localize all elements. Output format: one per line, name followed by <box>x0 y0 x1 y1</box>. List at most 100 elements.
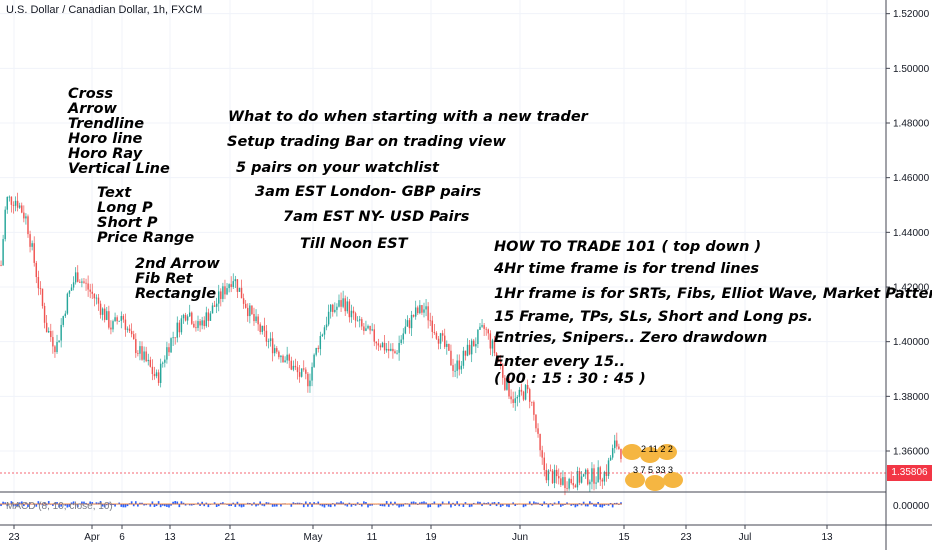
event-badge-icon[interactable] <box>663 472 683 488</box>
candle-body <box>526 385 529 390</box>
candle-body <box>593 468 595 484</box>
candle-body <box>338 300 340 307</box>
candle-body <box>12 204 15 206</box>
macd-bar <box>168 504 170 508</box>
candle-body <box>39 288 42 289</box>
macd-bar <box>543 501 546 505</box>
event-badge-icon[interactable] <box>640 447 660 463</box>
candle-body <box>512 399 514 403</box>
macd-bar <box>506 504 508 507</box>
candle-body <box>207 312 210 321</box>
macd-bar <box>95 502 98 505</box>
macd-bar <box>512 502 514 505</box>
candle-body <box>419 305 421 314</box>
candle-body <box>172 337 174 339</box>
macd-bar <box>76 504 79 508</box>
macd-bar <box>414 502 417 505</box>
candle-body <box>54 346 56 353</box>
macd-bar <box>319 504 322 506</box>
candle-body <box>363 326 365 331</box>
candle-body <box>537 428 539 434</box>
candle-body <box>533 402 535 415</box>
macd-bar <box>311 504 313 507</box>
macd-bar <box>441 501 444 505</box>
macd-bar <box>389 501 392 505</box>
tool-fib-ret: Fib Ret <box>135 271 193 287</box>
candle-body <box>157 372 160 383</box>
candle-body <box>21 205 23 213</box>
macd-bar <box>126 504 129 507</box>
candle-body <box>27 216 29 235</box>
macd-label[interactable]: MACD (8, 10, close, 10) <box>6 501 113 512</box>
macd-bar <box>562 504 564 506</box>
candle-body <box>2 239 4 266</box>
macd-bar <box>201 501 203 505</box>
howto-enter-every: Enter every 15.. <box>494 354 626 370</box>
macd-bar <box>151 501 154 505</box>
candle-body <box>531 401 533 403</box>
event-badge-icon[interactable] <box>645 475 665 491</box>
candle-body <box>591 468 593 482</box>
candle-body <box>450 350 452 366</box>
macd-bar <box>394 501 396 505</box>
time-axis[interactable]: 23 Apr 6 13 21 May 11 19 Jun 15 23 Jul 13 <box>8 525 833 543</box>
candle-body <box>228 284 230 289</box>
candle-body <box>456 360 458 371</box>
candle-body <box>441 333 444 336</box>
candle-body <box>91 291 93 294</box>
event-badges[interactable]: 2 11 2 2 3 7 5 33 3 <box>622 444 683 491</box>
macd-bar <box>329 504 332 508</box>
candle-body <box>566 488 568 489</box>
candle-body <box>340 300 342 307</box>
candle-body <box>578 471 581 483</box>
macd-bar <box>110 504 112 506</box>
price-axis[interactable]: 1.52000 1.50000 1.48000 1.46000 1.44000 1.420… <box>886 9 930 458</box>
candle-body <box>597 467 599 483</box>
event-badge-icon[interactable] <box>625 472 645 488</box>
macd-bar <box>367 504 369 508</box>
macd-bar <box>197 502 199 505</box>
candle-body <box>77 272 79 282</box>
candle-body <box>79 281 81 283</box>
macd-bar <box>263 504 266 507</box>
macd-bar <box>541 504 544 507</box>
tool-text: Text <box>97 185 132 201</box>
macd-bar <box>261 504 264 506</box>
macd-bar <box>236 501 239 505</box>
candle-body <box>145 351 147 362</box>
macd-bar <box>522 504 525 508</box>
candle-body <box>607 460 610 477</box>
candle-body <box>203 320 205 327</box>
macd-bar <box>363 501 365 505</box>
macd-bar <box>232 502 235 505</box>
candle-body <box>147 359 149 362</box>
macd-bar <box>429 504 432 508</box>
macd-bar <box>37 501 40 505</box>
candle-body <box>68 290 71 294</box>
candle-body <box>502 364 504 378</box>
candle-body <box>603 471 606 482</box>
candle-body <box>195 327 197 329</box>
candle-body <box>558 476 560 479</box>
macd-bar <box>97 502 100 505</box>
macd-bar <box>176 501 179 505</box>
event-badge-icon[interactable] <box>657 444 677 460</box>
x-tick-label: 13 <box>821 532 833 543</box>
candle-body <box>410 314 413 329</box>
candle-body <box>514 398 516 403</box>
howto-entries: Entries, Snipers.. Zero drawdown <box>494 330 768 346</box>
candle-body <box>454 370 456 372</box>
macd-bar <box>501 504 504 506</box>
macd-bar <box>528 501 531 505</box>
candle-body <box>580 476 583 483</box>
x-tick-label: 21 <box>224 532 236 543</box>
x-tick-label: Apr <box>84 532 100 543</box>
macd-bar <box>533 501 535 505</box>
candle-body <box>222 286 224 299</box>
candle-body <box>356 320 359 322</box>
macd-bar <box>481 504 483 507</box>
tool-vertical-line: Vertical Line <box>68 161 170 177</box>
event-badge-icon[interactable] <box>622 444 642 460</box>
tool-long-p: Long P <box>97 200 153 216</box>
